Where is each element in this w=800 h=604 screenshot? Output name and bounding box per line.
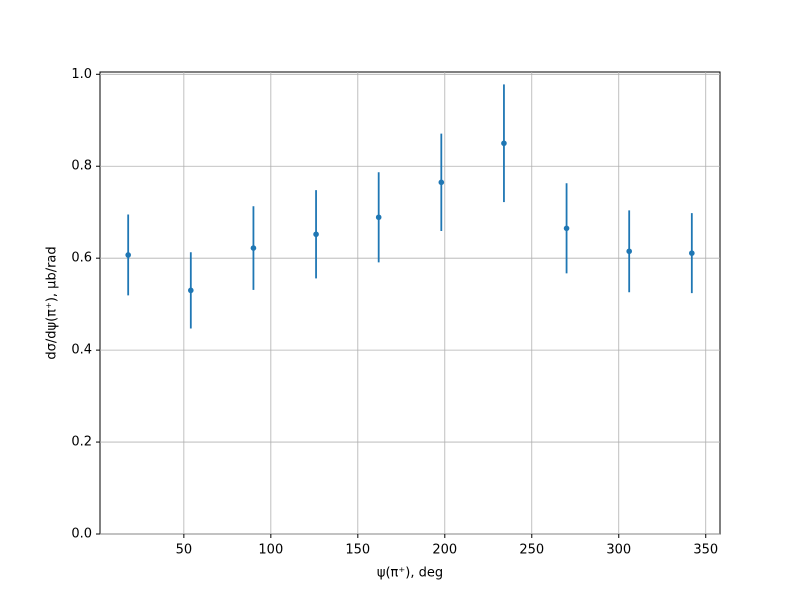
y-tick-label: 0.4 — [71, 343, 92, 358]
data-point — [626, 248, 632, 255]
data-point — [250, 245, 257, 251]
y-axis-label: dσ/dψ(π⁺), μb/rad — [45, 246, 60, 359]
data-point — [563, 225, 570, 232]
y-tick-label: 0.0 — [71, 527, 92, 542]
y-tick-label: 0.2 — [71, 435, 92, 450]
x-tick-label: 150 — [345, 543, 370, 558]
x-tick-label: 250 — [519, 543, 544, 558]
data-point — [125, 252, 131, 258]
x-tick-label: 50 — [176, 543, 193, 558]
plot-frame — [99, 71, 721, 535]
x-tick-label: 200 — [432, 543, 457, 558]
data-point — [438, 179, 445, 186]
x-tick-label: 300 — [606, 543, 631, 558]
y-tick-label: 1.0 — [71, 67, 92, 82]
data-point — [313, 231, 319, 238]
data-point — [501, 140, 507, 147]
y-tick-label: 0.8 — [71, 159, 92, 174]
x-axis-label: ψ(π⁺), deg — [377, 566, 443, 581]
data-point — [188, 287, 194, 294]
x-tick-label: 100 — [258, 543, 283, 558]
data-point — [375, 214, 382, 221]
x-tick-label: 350 — [693, 543, 718, 558]
y-tick-label: 0.6 — [71, 251, 92, 266]
data-point — [689, 250, 695, 256]
